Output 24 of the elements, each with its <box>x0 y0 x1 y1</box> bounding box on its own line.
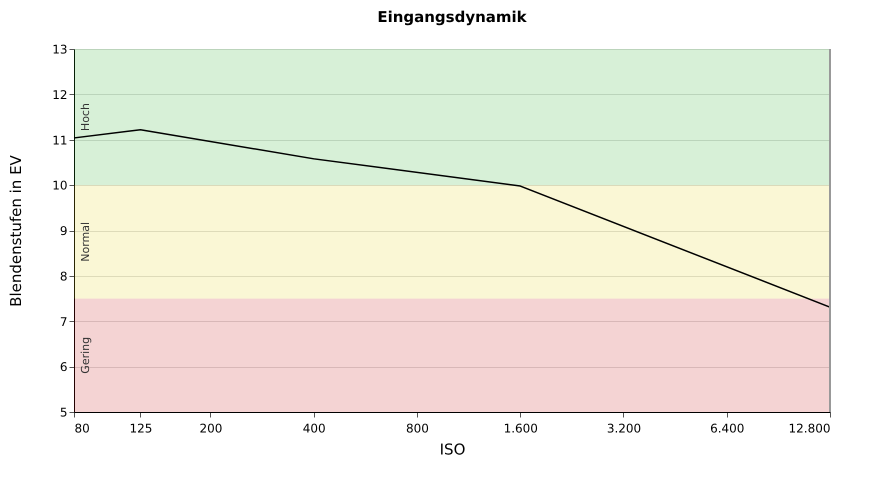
band-label: Normal <box>79 222 92 262</box>
band-label: Hoch <box>79 103 92 132</box>
y-tick-label: 11 <box>52 133 68 148</box>
x-tick-label: 80 <box>74 422 90 436</box>
x-tick-label: 125 <box>130 422 152 436</box>
x-tick-label: 200 <box>200 422 222 436</box>
y-tick-label: 13 <box>52 42 68 56</box>
x-tick-label: 3.200 <box>606 422 642 436</box>
x-tick-label: 6.400 <box>710 422 744 436</box>
band-label: Gering <box>79 336 92 374</box>
x-tick-label: 1.600 <box>504 422 538 436</box>
x-tick-label: 800 <box>406 422 429 436</box>
x-tick-label: 12.800 <box>788 422 830 436</box>
chart-title: Eingangsdynamik <box>377 8 528 26</box>
y-tick-label: 9 <box>60 224 68 238</box>
y-tick-label: 5 <box>60 406 68 420</box>
y-tick-label: 12 <box>52 88 68 102</box>
y-axis-title: Blendenstufen in EV <box>7 154 26 307</box>
x-tick-label: 400 <box>302 422 326 436</box>
x-axis-title: ISO <box>440 440 466 458</box>
y-tick-label: 10 <box>52 178 68 193</box>
y-tick-label: 7 <box>60 314 68 329</box>
y-tick-label: 8 <box>60 269 68 284</box>
y-tick-label: 6 <box>60 360 68 374</box>
